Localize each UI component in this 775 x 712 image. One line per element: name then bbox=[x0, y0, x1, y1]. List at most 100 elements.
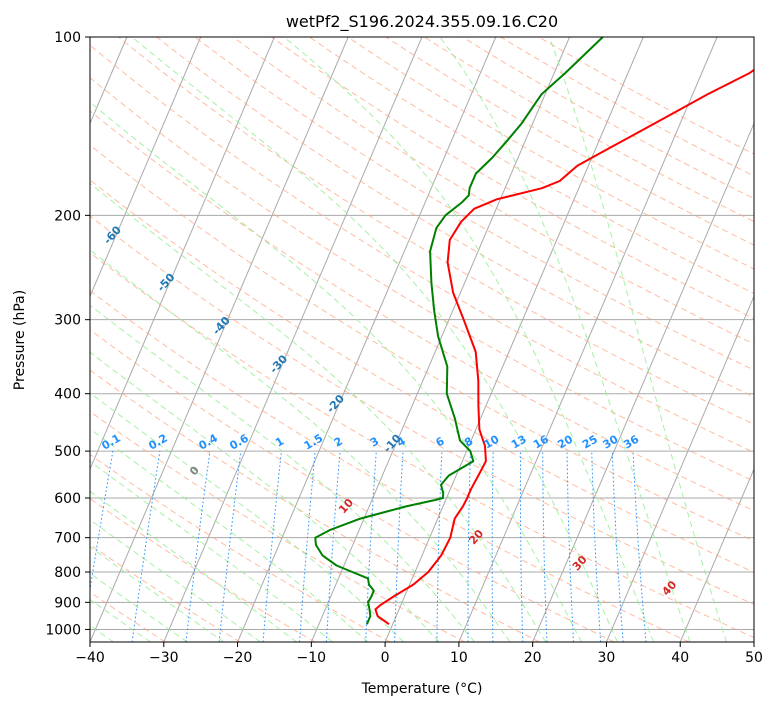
moist-adiabat-line bbox=[0, 37, 510, 642]
mixing-ratio-label: 0.6 bbox=[227, 431, 251, 452]
mixing-ratio-line bbox=[82, 451, 113, 642]
mixing-ratio-line bbox=[612, 451, 623, 642]
dry-adiabat-line bbox=[0, 37, 315, 642]
y-tick-label: 400 bbox=[54, 387, 81, 403]
isotherm-line bbox=[754, 37, 775, 642]
mixing-ratio-line bbox=[366, 451, 377, 642]
x-axis-label: Temperature (°C) bbox=[361, 681, 483, 697]
dry-adiabat-line bbox=[310, 37, 775, 642]
moist-adiabat-line bbox=[132, 37, 618, 642]
mixing-ratio-label: 6 bbox=[434, 434, 447, 449]
dry-adiabat-line bbox=[0, 37, 764, 642]
isotherm-line bbox=[90, 37, 348, 642]
isotherm-line bbox=[16, 37, 274, 642]
moist-adiabat-line bbox=[0, 37, 224, 642]
isotherm-line bbox=[459, 37, 717, 642]
y-tick-label: 300 bbox=[54, 313, 81, 329]
x-tick-label: −20 bbox=[223, 650, 253, 666]
y-tick-label: 200 bbox=[54, 208, 81, 224]
isotherm-line bbox=[680, 37, 775, 642]
isotherm-line bbox=[311, 37, 569, 642]
dry-adiabat-line bbox=[0, 37, 240, 642]
dry-adiabat-line bbox=[348, 37, 775, 642]
mixing-ratio-label: 0.4 bbox=[196, 431, 220, 452]
x-tick-label: −40 bbox=[75, 650, 105, 666]
isotherm-line bbox=[606, 37, 775, 642]
moist-adiabat-line bbox=[284, 37, 654, 642]
dry-adiabat-line bbox=[195, 37, 775, 642]
dry-adiabat-line bbox=[233, 37, 775, 642]
x-tick-label: 30 bbox=[598, 650, 616, 666]
mixing-ratio-label: 1 bbox=[273, 435, 286, 450]
moist-adiabat-line bbox=[15, 37, 581, 642]
y-axis-label: Pressure (hPa) bbox=[12, 290, 28, 390]
x-tick-label: 10 bbox=[450, 650, 468, 666]
dry-adiabat-label: -20 bbox=[324, 392, 347, 416]
moist-adiabat-line bbox=[0, 37, 368, 642]
temperature-profile-line bbox=[375, 37, 775, 624]
moist-adiabat-line bbox=[0, 37, 261, 642]
mixing-ratio-line bbox=[186, 451, 210, 642]
dry-adiabat-line bbox=[271, 37, 775, 642]
mixing-ratio-line bbox=[567, 451, 574, 642]
y-tick-label: 1000 bbox=[45, 622, 81, 638]
y-tick-label: 800 bbox=[54, 565, 81, 581]
moist-adiabat-line bbox=[440, 37, 690, 642]
dry-adiabat-line bbox=[42, 37, 775, 642]
dry-adiabat-line bbox=[0, 37, 775, 642]
dry-adiabat-line bbox=[424, 37, 775, 642]
mixing-ratio-label: 16 bbox=[531, 432, 551, 451]
x-tick-label: 0 bbox=[381, 650, 390, 666]
mixing-ratio-line bbox=[395, 451, 403, 642]
dry-adiabat-line bbox=[80, 37, 775, 642]
mixing-ratio-label: 2 bbox=[332, 435, 345, 450]
isotherm-line bbox=[385, 37, 643, 642]
mixing-ratio-line bbox=[520, 451, 522, 642]
y-tick-label: 100 bbox=[54, 30, 81, 46]
moist-adiabat-line bbox=[0, 37, 333, 642]
dry-adiabat-label: -70 bbox=[49, 171, 72, 195]
isotherm-line bbox=[0, 37, 201, 642]
moist-adiabat-label: 30 bbox=[570, 553, 590, 573]
dry-adiabat-line bbox=[118, 37, 775, 642]
mixing-ratio-label: 8 bbox=[462, 435, 475, 450]
isotherm-line bbox=[238, 37, 496, 642]
y-tick-label: 600 bbox=[54, 491, 81, 507]
mixing-ratio-label: 1.5 bbox=[302, 432, 325, 453]
plot-frame bbox=[90, 37, 754, 642]
isotherm-line bbox=[533, 37, 775, 642]
mixing-ratio-line bbox=[592, 451, 601, 642]
mixing-ratio-line bbox=[326, 451, 340, 642]
dewpoint-profile-line bbox=[315, 37, 603, 624]
mixing-ratio-line bbox=[492, 451, 493, 642]
dry-adiabat-line bbox=[157, 37, 775, 642]
dry-adiabat-line bbox=[462, 37, 775, 642]
dry-adiabat-line bbox=[0, 37, 614, 642]
x-tick-label: −10 bbox=[297, 650, 327, 666]
mixing-ratio-label: 20 bbox=[555, 432, 575, 451]
y-tick-label: 500 bbox=[54, 444, 81, 460]
background-lines bbox=[0, 37, 775, 642]
x-tick-label: 50 bbox=[745, 650, 763, 666]
mixing-ratio-line bbox=[219, 451, 241, 642]
moist-adiabat-line bbox=[0, 37, 546, 642]
x-tick-label: 20 bbox=[524, 650, 542, 666]
moist-adiabat-line bbox=[0, 37, 404, 642]
dry-adiabat-label: -30 bbox=[267, 352, 290, 376]
x-tick-label: 40 bbox=[671, 650, 689, 666]
y-tick-label: 700 bbox=[54, 531, 81, 547]
dry-adiabat-line bbox=[0, 37, 775, 642]
mixing-ratio-label: 0.1 bbox=[99, 432, 122, 453]
dry-adiabat-label: -50 bbox=[155, 271, 178, 295]
x-tick-label: −30 bbox=[149, 650, 179, 666]
mixing-ratio-label: 3 bbox=[368, 435, 381, 450]
moist-adiabat-line bbox=[0, 37, 297, 642]
mixing-ratio-line bbox=[468, 451, 471, 642]
mixing-ratio-label: 30 bbox=[601, 432, 621, 451]
dry-adiabat-label: -80 bbox=[0, 118, 21, 142]
moist-adiabat-label: 10 bbox=[336, 496, 356, 516]
moist-adiabat-line bbox=[0, 37, 188, 642]
mixing-ratio-label: 25 bbox=[580, 433, 600, 452]
